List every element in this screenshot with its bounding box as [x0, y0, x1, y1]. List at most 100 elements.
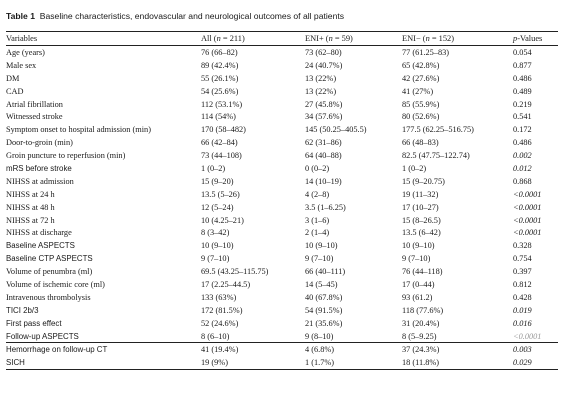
cell-variable: Door-to-groin (min)	[6, 138, 73, 148]
cell-eni-plus: 34 (57.6%)	[305, 112, 343, 122]
cell-eni-plus: 40 (67.8%)	[305, 292, 343, 302]
cell-eni-minus: 41 (27%)	[402, 86, 434, 96]
table-body: Age (years) 76 (66–82) 73 (62–80) 77 (61.25…	[6, 46, 558, 369]
cell-eni-plus: 14 (10–19)	[305, 176, 342, 186]
cell-eni-plus: 1 (1.7%)	[305, 358, 335, 368]
cell-pvalue: 0.754	[513, 254, 532, 264]
cell-variable: Symptom onset to hospital admission (min…	[6, 125, 151, 135]
cell-variable: Hemorrhage on follow-up CT	[6, 345, 108, 355]
cell-pvalue: 0.486	[513, 138, 532, 148]
cell-all: 52 (24.6%)	[201, 318, 239, 328]
cell-eni-minus: 10 (9–10)	[402, 241, 435, 251]
table-row: Age (years) 76 (66–82) 73 (62–80) 77 (61.25…	[6, 46, 558, 59]
cell-variable: Baseline ASPECTS	[6, 241, 75, 251]
cell-eni-minus: 80 (52.6%)	[402, 112, 440, 122]
header-pvalues: p-Values	[513, 34, 543, 43]
cell-pvalue: 0.219	[513, 99, 532, 109]
cell-eni-minus: 31 (20.4%)	[402, 318, 440, 328]
cell-eni-plus: 66 (40–111)	[305, 267, 346, 277]
cell-all: 133 (63%)	[201, 292, 237, 302]
cell-eni-minus: 9 (7–10)	[402, 254, 431, 264]
cell-pvalue: 0.328	[513, 241, 532, 251]
cell-eni-minus: 118 (77.6%)	[402, 305, 444, 315]
cell-eni-plus: 73 (62–80)	[305, 48, 342, 57]
cell-pvalue: 0.489	[513, 86, 532, 96]
cell-eni-plus: 24 (40.7%)	[305, 60, 343, 70]
table-row: NIHSS at 24 h 13.5 (5–26) 4 (2–8) 19 (11–32…	[6, 188, 558, 201]
cell-pvalue: <0.0001	[513, 228, 542, 238]
table-caption: Table 1 Baseline characteristics, endova…	[6, 10, 558, 23]
cell-eni-plus: 4 (2–8)	[305, 189, 330, 199]
cell-all: 172 (81.5%)	[201, 305, 243, 315]
cell-eni-minus: 37 (24.3%)	[402, 345, 440, 355]
table-row: SICH 19 (9%) 1 (1.7%) 18 (11.8%) 0.029	[6, 356, 558, 369]
cell-pvalue: 0.012	[513, 164, 532, 174]
cell-pvalue: 0.054	[513, 48, 532, 57]
cell-pvalue: 0.172	[513, 125, 532, 135]
cell-pvalue: 0.029	[513, 358, 532, 368]
cell-variable: Age (years)	[6, 48, 45, 57]
table-row: Groin puncture to reperfusion (min) 73 (4…	[6, 149, 558, 162]
cell-pvalue: <0.0001	[513, 215, 542, 225]
cell-variable: CAD	[6, 86, 24, 96]
cell-variable: NIHSS at admission	[6, 176, 74, 186]
table-row: Atrial fibrillation 112 (53.1%) 27 (45.8%)…	[6, 98, 558, 111]
cell-eni-minus: 93 (61.2)	[402, 292, 433, 302]
cell-eni-minus: 66 (48–83)	[402, 138, 439, 148]
cell-all: 8 (6–10)	[201, 331, 230, 341]
cell-variable: First pass effect	[6, 318, 62, 328]
cell-variable: Follow-up ASPECTS	[6, 331, 79, 341]
cell-all: 55 (26.1%)	[201, 73, 239, 83]
cell-eni-plus: 2 (1–4)	[305, 228, 330, 238]
cell-eni-minus: 177.5 (62.25–516.75)	[402, 125, 474, 135]
table-row: mRS before stroke 1 (0–2) 0 (0–2) 1 (0–2) 0.…	[6, 162, 558, 175]
table-row: Baseline CTP ASPECTS 9 (7–10) 9 (7–10) 9 (7…	[6, 252, 558, 265]
cell-pvalue: <0.0001	[513, 189, 542, 199]
cell-variable: TICI 2b/3	[6, 305, 39, 315]
cell-variable: SICH	[6, 358, 25, 368]
cell-eni-minus: 1 (0–2)	[402, 164, 427, 174]
cell-eni-minus: 17 (10–27)	[402, 202, 439, 212]
cell-eni-minus: 8 (5–9.25)	[402, 331, 437, 341]
cell-variable: NIHSS at 72 h	[6, 215, 55, 225]
cell-variable: Groin puncture to reperfusion (min)	[6, 151, 126, 161]
table-row: First pass effect 52 (24.6%) 21 (35.6%) 31 …	[6, 317, 558, 330]
cell-eni-plus: 27 (45.8%)	[305, 99, 343, 109]
table-row: Witnessed stroke 114 (54%) 34 (57.6%) 80 (5…	[6, 110, 558, 123]
cell-eni-plus: 9 (8–10)	[305, 331, 334, 341]
cell-eni-plus: 4 (6.8%)	[305, 345, 335, 355]
cell-variable: Witnessed stroke	[6, 112, 63, 122]
cell-eni-minus: 15 (8–26.5)	[402, 215, 441, 225]
cell-eni-plus: 62 (31–86)	[305, 138, 342, 148]
cell-eni-plus: 21 (35.6%)	[305, 318, 343, 328]
cell-eni-minus: 42 (27.6%)	[402, 73, 440, 83]
cell-eni-plus: 9 (7–10)	[305, 254, 334, 264]
cell-all: 9 (7–10)	[201, 254, 230, 264]
results-table: Variables All (n = 211) ENI+ (n = 59) EN…	[6, 31, 558, 371]
cell-all: 12 (5–24)	[201, 202, 234, 212]
header-all: All (n = 211)	[201, 34, 245, 43]
table-row: Volume of ischemic core (ml) 17 (2.25–44.…	[6, 278, 558, 291]
cell-eni-minus: 76 (44–118)	[402, 267, 443, 277]
cell-eni-plus: 145 (50.25–405.5)	[305, 125, 367, 135]
cell-eni-plus: 13 (22%)	[305, 73, 337, 83]
table-row: Hemorrhage on follow-up CT 41 (19.4%) 4 (6…	[6, 342, 558, 356]
table-row: NIHSS at discharge 8 (3–42) 2 (1–4) 13.5 (6…	[6, 226, 558, 239]
cell-variable: Volume of penumbra (ml)	[6, 267, 93, 277]
cell-all: 19 (9%)	[201, 358, 228, 368]
cell-all: 114 (54%)	[201, 112, 236, 122]
cell-pvalue: 0.019	[513, 305, 532, 315]
table-row: Volume of penumbra (ml) 69.5 (43.25–115.7…	[6, 265, 558, 278]
cell-eni-minus: 85 (55.9%)	[402, 99, 440, 109]
table-row: Intravenous thrombolysis 133 (63%) 40 (67.…	[6, 291, 558, 304]
cell-pvalue: <0.0001	[513, 202, 542, 212]
cell-pvalue: 0.877	[513, 60, 532, 70]
cell-all: 112 (53.1%)	[201, 99, 243, 109]
cell-all: 10 (9–10)	[201, 241, 234, 251]
header-variables: Variables	[6, 34, 38, 43]
table-row: Baseline ASPECTS 10 (9–10) 10 (9–10) 10 (9–…	[6, 239, 558, 252]
table-row: Door-to-groin (min) 66 (42–84) 62 (31–86) 6…	[6, 136, 558, 149]
cell-all: 73 (44–108)	[201, 151, 242, 161]
cell-eni-plus: 64 (40–88)	[305, 151, 342, 161]
cell-all: 66 (42–84)	[201, 138, 238, 148]
